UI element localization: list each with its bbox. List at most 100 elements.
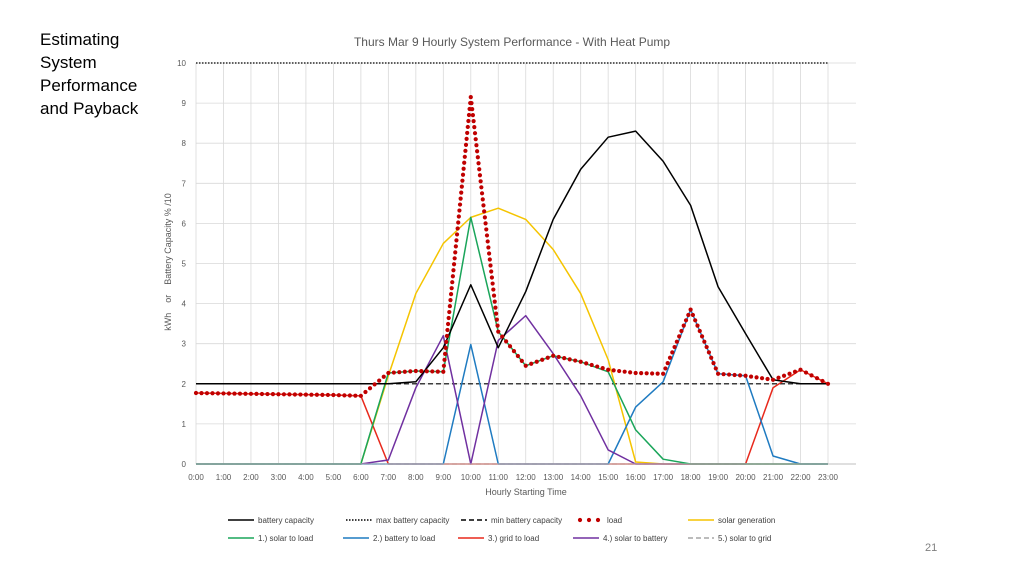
load-dot bbox=[358, 393, 363, 398]
load-dot bbox=[683, 318, 689, 323]
load-dot bbox=[248, 391, 254, 396]
load-dot bbox=[483, 221, 488, 226]
load-dot bbox=[459, 190, 464, 195]
load-dot bbox=[363, 389, 368, 395]
load-dot bbox=[448, 292, 454, 297]
load-dot bbox=[809, 373, 814, 378]
load-dot bbox=[325, 392, 330, 398]
load-dot bbox=[397, 370, 402, 375]
load-dot bbox=[259, 391, 265, 397]
load-dot bbox=[270, 392, 276, 397]
load-dot bbox=[448, 298, 453, 303]
y-tick-label: 9 bbox=[182, 99, 187, 108]
load-dot bbox=[443, 345, 448, 350]
x-tick-label: 12:00 bbox=[516, 473, 537, 482]
legend-item: min battery capacity bbox=[461, 516, 562, 525]
x-tick-label: 18:00 bbox=[681, 473, 702, 482]
legend-label: 1.) solar to load bbox=[258, 534, 313, 543]
load-dot bbox=[454, 232, 460, 237]
load-dot bbox=[702, 339, 707, 344]
x-tick-label: 8:00 bbox=[408, 473, 424, 482]
load-dot bbox=[504, 339, 509, 344]
x-tick-label: 9:00 bbox=[436, 473, 452, 482]
load-dot bbox=[699, 334, 705, 339]
load-dot bbox=[446, 315, 451, 321]
load-dot bbox=[713, 366, 718, 371]
x-tick-label: 16:00 bbox=[626, 473, 647, 482]
load-dot bbox=[475, 155, 480, 160]
legend-item: max battery capacity bbox=[346, 516, 449, 525]
x-tick-label: 3:00 bbox=[271, 473, 287, 482]
legend-swatch-dot bbox=[577, 517, 583, 523]
load-dot bbox=[484, 233, 490, 238]
x-tick-label: 15:00 bbox=[598, 473, 619, 482]
slide-title-line-4: and Payback bbox=[40, 99, 139, 118]
load-dot bbox=[265, 391, 270, 397]
load-dot bbox=[491, 293, 497, 298]
load-dot bbox=[463, 142, 469, 147]
load-dot bbox=[281, 392, 287, 397]
y-tick-label: 2 bbox=[182, 380, 187, 389]
load-dot bbox=[226, 391, 232, 396]
load-dot bbox=[686, 312, 691, 318]
y-tick-label: 6 bbox=[182, 219, 187, 228]
load-dot bbox=[347, 393, 352, 398]
series-battery-capacity bbox=[196, 130, 828, 385]
y-tick-label: 5 bbox=[182, 260, 187, 269]
load-dot bbox=[450, 280, 455, 285]
load-dot bbox=[578, 359, 583, 364]
load-dot bbox=[447, 303, 452, 309]
legend-item: battery capacity bbox=[228, 516, 314, 525]
series-1-solar-to-load bbox=[196, 216, 828, 465]
load-dot bbox=[243, 391, 248, 396]
load-dot bbox=[709, 355, 714, 360]
load-dot bbox=[455, 226, 460, 231]
load-dot bbox=[507, 344, 513, 349]
load-dot bbox=[715, 371, 721, 376]
load-dot bbox=[765, 376, 770, 382]
slide-number: 21 bbox=[925, 542, 938, 554]
load-dot bbox=[665, 360, 670, 366]
load-dot bbox=[515, 353, 520, 359]
load-dot bbox=[540, 357, 545, 362]
load-dot bbox=[781, 373, 787, 378]
x-tick-label: 13:00 bbox=[543, 473, 564, 482]
load-dot bbox=[493, 305, 498, 310]
load-dot bbox=[292, 392, 298, 397]
load-dot bbox=[674, 339, 679, 344]
legend-label: battery capacity bbox=[258, 516, 314, 525]
load-dot bbox=[759, 376, 765, 381]
load-dot bbox=[481, 203, 486, 208]
load-dot bbox=[787, 371, 792, 376]
load-dot bbox=[519, 358, 524, 363]
load-dot bbox=[458, 196, 463, 201]
load-dot bbox=[748, 374, 754, 379]
y-tick-label: 10 bbox=[177, 59, 186, 68]
series-line-solar-generation bbox=[196, 207, 828, 465]
load-dot bbox=[457, 208, 462, 213]
load-dot bbox=[479, 185, 484, 190]
load-dot bbox=[367, 386, 373, 391]
x-tick-label: 1:00 bbox=[216, 473, 232, 482]
load-dot bbox=[482, 215, 487, 220]
load-dot bbox=[480, 197, 485, 202]
load-dot bbox=[485, 239, 490, 244]
x-tick-label: 6:00 bbox=[353, 473, 369, 482]
load-dot bbox=[639, 371, 644, 376]
load-dot bbox=[584, 361, 589, 366]
legend-item: 2.) battery to load bbox=[343, 534, 435, 543]
load-dot bbox=[391, 370, 396, 375]
chart-axes: 0 1 2 3 4 5 6 7 8 9 10 0:00 1:00 2:00 3:00 4:00 5:00 6:00… bbox=[177, 59, 856, 482]
load-dot bbox=[492, 299, 497, 304]
load-dot bbox=[695, 323, 700, 328]
load-dot bbox=[477, 173, 483, 178]
x-tick-label: 5:00 bbox=[326, 473, 342, 482]
x-tick-label: 4:00 bbox=[298, 473, 314, 482]
y-tick-label: 8 bbox=[182, 139, 187, 148]
load-dot bbox=[468, 94, 473, 100]
load-dot bbox=[479, 191, 485, 196]
load-dot bbox=[413, 368, 418, 374]
legend-swatch-dot bbox=[586, 517, 592, 523]
load-dot bbox=[494, 317, 499, 322]
y-axis-label: kWh or Battery Capacity % /10 bbox=[163, 193, 173, 331]
